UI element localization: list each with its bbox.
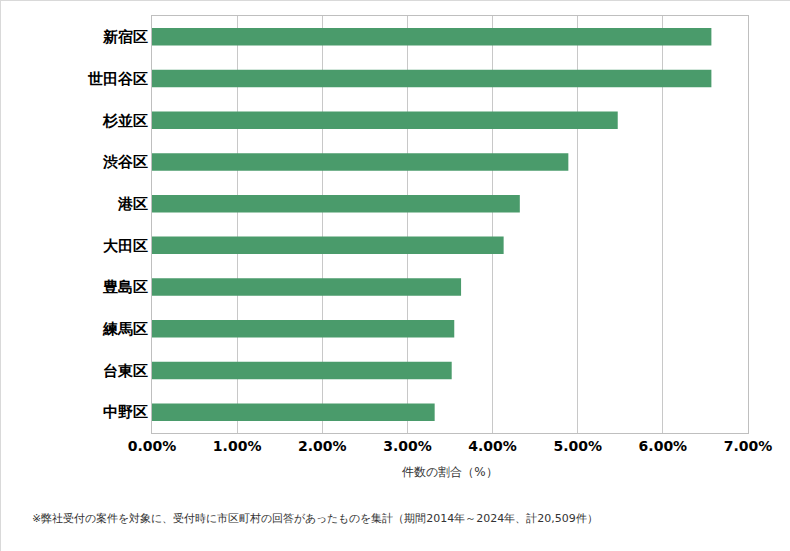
svg-text:杉並区: 杉並区 [102, 112, 148, 130]
svg-text:渋谷区: 渋谷区 [102, 153, 148, 171]
svg-text:6.00%: 6.00% [639, 438, 688, 454]
svg-text:※弊社受付の案件を対象に、受付時に市区町村の回答があったもの: ※弊社受付の案件を対象に、受付時に市区町村の回答があったものを集計（期間2014… [32, 512, 598, 525]
svg-text:7.00%: 7.00% [724, 438, 773, 454]
svg-text:中野区: 中野区 [103, 403, 148, 421]
svg-text:1.00%: 1.00% [213, 438, 262, 454]
svg-text:世田谷区: 世田谷区 [87, 70, 148, 88]
svg-text:練馬区: 練馬区 [102, 320, 148, 338]
svg-text:台東区: 台東区 [103, 362, 148, 380]
svg-text:港区: 港区 [117, 195, 148, 213]
svg-text:件数の割合（%）: 件数の割合（%） [402, 465, 497, 479]
svg-text:5.00%: 5.00% [553, 438, 602, 454]
svg-text:2.00%: 2.00% [298, 438, 347, 454]
svg-text:4.00%: 4.00% [468, 438, 517, 454]
svg-text:0.00%: 0.00% [128, 438, 177, 454]
svg-text:新宿区: 新宿区 [102, 28, 148, 46]
svg-text:豊島区: 豊島区 [102, 278, 148, 296]
svg-text:大田区: 大田区 [103, 237, 148, 255]
svg-text:3.00%: 3.00% [383, 438, 432, 454]
